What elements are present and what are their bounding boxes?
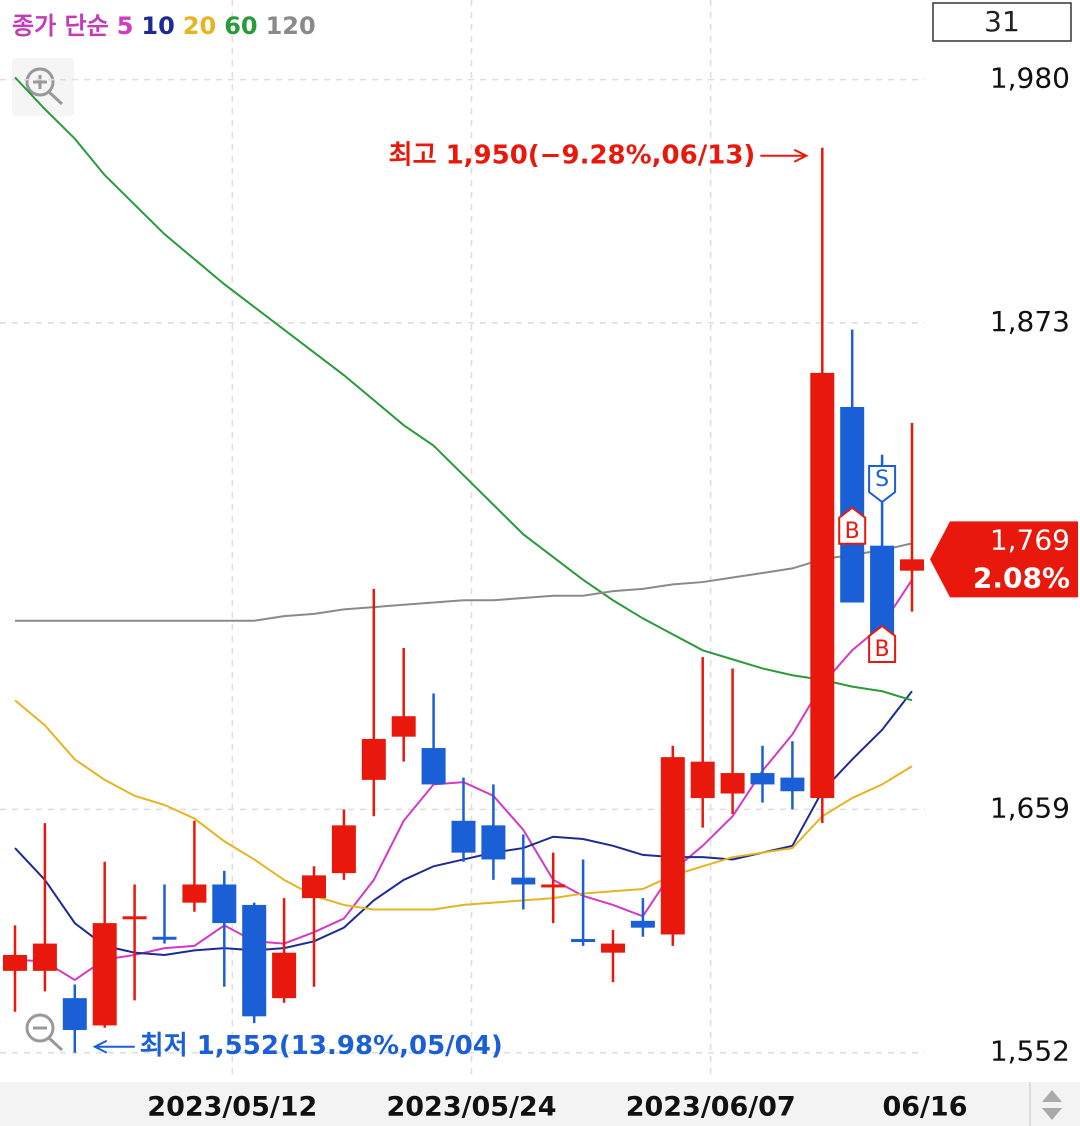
candle-body [272,952,297,999]
candle-body [810,372,835,799]
candle-body [391,716,416,737]
candle-body [331,825,356,874]
signal-marker [868,624,897,663]
candle-body [780,777,805,792]
x-tick-label: 06/16 [882,1092,967,1123]
candle-body [152,936,177,940]
candle-body [541,884,566,888]
candle-body [212,884,237,924]
legend-entry: 120 [266,12,316,40]
y-tick-label: 1,552 [990,1035,1070,1068]
zoom-out[interactable] [25,1013,64,1052]
last-price-label: 1,769 [990,523,1070,556]
candle-body [3,954,27,971]
signal-label: B [875,637,890,662]
ma-line [14,76,913,702]
signal-marker [868,465,897,504]
candle-body [720,773,745,794]
candle-body [302,875,326,899]
count-box[interactable] [932,2,1072,42]
high-annotation: 최고 1,950(−9.28%,06/13) [389,140,756,170]
x-tick-label: 2023/06/07 [626,1092,796,1123]
legend-title: 종가 단순 [12,12,109,40]
candle-body [182,884,207,903]
y-tick-label: 1,873 [990,305,1070,338]
candle-body [660,757,685,935]
legend-entry: 60 [224,12,257,40]
zoom-out-mark [33,1026,64,1052]
signal-marker [838,506,867,545]
candle-body [840,406,865,603]
visible-count: 31 [984,5,1020,38]
candle-body [421,748,446,785]
candle-body [690,761,715,799]
legend-entry: 10 [141,12,174,40]
zoom-in-lens [25,67,55,97]
candle-body [481,825,506,860]
x-tick-label: 2023/05/12 [147,1092,317,1123]
candle-body [361,738,386,780]
x-axis-strip [0,1082,1080,1126]
signal-label: B [845,519,860,544]
ma-line [14,699,913,911]
candle-body [32,943,57,971]
ma-line [15,542,913,622]
candle-body [92,923,117,1026]
candle-body [571,939,596,943]
candle-body [750,773,775,785]
candle-body [511,877,536,885]
y-tick-label: 1,659 [990,791,1070,824]
signal-label: S [875,467,889,492]
zoom-in-mark [33,75,64,106]
candle-body [451,820,476,853]
change-label: 2.08% [973,561,1070,594]
high-arrow [760,148,809,163]
candle-body [242,904,267,1017]
legend-entry: 5 [117,12,134,40]
legend-entry: 20 [183,12,216,40]
candle-body [601,943,625,953]
candle-body [900,559,924,571]
zoom-in[interactable] [12,58,74,116]
candle-body [62,998,87,1030]
candle-body [630,920,655,928]
low-arrow [92,1039,135,1054]
zoom-out-lens [25,1013,55,1043]
last-price-tag [930,521,1078,598]
x-tick-label: 2023/05/24 [386,1092,556,1123]
scroll-arrows[interactable] [1042,1090,1062,1120]
candle-body [122,916,147,920]
low-annotation: 최저 1,552(13.98%,05/04) [140,1031,503,1061]
y-tick-label: 1,980 [990,62,1070,95]
